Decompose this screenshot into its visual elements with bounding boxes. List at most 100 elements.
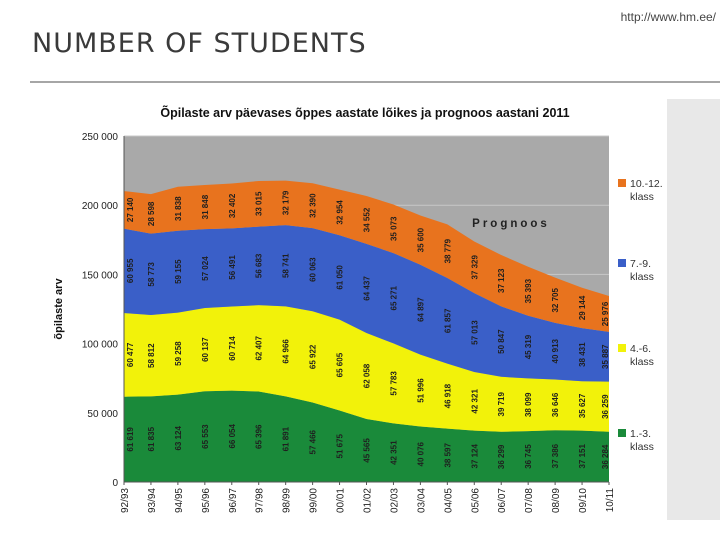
chart-svg: Õpilaste arv päevases õppes aastate lõik… (53, 105, 663, 513)
data-label: 35 073 (389, 216, 398, 241)
area-7-9-klass (124, 225, 609, 382)
legend-label-suffix: klass (630, 441, 654, 453)
data-label: 34 552 (363, 207, 372, 232)
data-label: 38 099 (524, 392, 533, 417)
data-label: 65 396 (255, 424, 264, 449)
data-label: 57 466 (309, 429, 318, 454)
data-label: 46 918 (443, 383, 452, 408)
legend-swatch (618, 344, 626, 352)
legend-label: 7.-9. (630, 258, 651, 270)
data-label: 56 491 (228, 255, 237, 280)
legend-label-suffix: klass (630, 271, 654, 283)
x-tick-label: 05/06 (470, 488, 481, 513)
data-label: 36 646 (551, 392, 560, 417)
data-label: 58 812 (147, 343, 156, 368)
data-label: 38 779 (443, 238, 452, 263)
slide-title: NUMBER OF STUDENTS (32, 28, 367, 59)
y-tick-label: 0 (112, 478, 118, 489)
data-label: 37 124 (470, 444, 479, 469)
data-label: 64 437 (363, 276, 372, 301)
data-label: 57 013 (470, 320, 479, 345)
y-axis-label: õpilaste arv (53, 278, 65, 340)
x-tick-label: 09/10 (578, 488, 589, 513)
x-tick-label: 03/04 (416, 488, 427, 513)
x-tick-label: 02/03 (389, 488, 400, 513)
data-label: 61 835 (147, 426, 156, 451)
area-10-12-klass (124, 180, 609, 332)
data-label: 42 321 (470, 389, 479, 414)
data-label: 56 683 (255, 253, 264, 278)
data-label: 59 155 (174, 259, 183, 284)
data-label: 40 913 (551, 338, 560, 363)
data-label: 59 258 (174, 341, 183, 366)
legend-swatch (618, 259, 626, 267)
area-1-3-klass (124, 390, 609, 482)
legend: 10.-12.klass7.-9.klass4.-6.klass1.-3.kla… (618, 178, 663, 453)
data-label: 32 179 (282, 190, 291, 215)
data-label: 37 386 (551, 443, 560, 468)
data-label: 50 847 (497, 329, 506, 354)
x-tick-label: 99/00 (309, 488, 320, 513)
legend-label: 4.-6. (630, 343, 651, 355)
data-label: 45 565 (363, 438, 372, 463)
data-label: 32 954 (336, 200, 345, 225)
data-label: 32 390 (309, 193, 318, 218)
data-label: 60 063 (309, 257, 318, 282)
data-label: 32 705 (551, 287, 560, 312)
legend-label: 10.-12. (630, 178, 663, 190)
data-label: 37 123 (497, 268, 506, 293)
y-tick-label: 50 000 (87, 409, 118, 420)
data-label: 65 271 (389, 285, 398, 310)
data-label: 60 137 (201, 337, 210, 362)
y-tick-label: 250 000 (82, 132, 119, 143)
data-label: 58 773 (147, 262, 156, 287)
legend-swatch (618, 429, 626, 437)
data-label: 40 076 (416, 441, 425, 466)
source-url: http://www.hm.ee/ (620, 10, 716, 24)
data-label: 37 151 (578, 444, 587, 469)
data-label: 60 955 (126, 258, 135, 283)
legend-label-suffix: klass (630, 356, 654, 368)
data-label: 51 675 (336, 433, 345, 458)
legend-label: 1.-3. (630, 428, 651, 440)
x-tick-label: 10/11 (605, 488, 616, 513)
data-label: 62 058 (363, 363, 372, 388)
area-4-6-klass (124, 305, 609, 432)
data-label: 27 140 (126, 197, 135, 222)
data-label: 39 719 (497, 391, 506, 416)
data-label: 45 319 (524, 334, 533, 359)
data-label: 32 402 (228, 193, 237, 218)
data-labels: 61 619 61 835 63 124 65 553 66 054 65 396 61 8… (126, 190, 610, 469)
data-label: 29 144 (578, 295, 587, 320)
x-tick-label: 06/07 (497, 488, 508, 513)
x-tick-label: 97/98 (255, 488, 266, 513)
area-series (124, 180, 609, 482)
chart-panel: Õpilaste arv päevases õppes aastate lõik… (51, 99, 667, 520)
data-label: 36 284 (601, 444, 610, 469)
title-divider (30, 81, 720, 83)
data-label: 63 124 (174, 426, 183, 451)
data-label: 65 605 (336, 352, 345, 377)
data-label: 36 259 (601, 394, 610, 419)
x-tick-label: 07/08 (524, 488, 535, 513)
data-label: 60 477 (126, 342, 135, 367)
x-tick-label: 98/99 (282, 488, 293, 513)
data-label: 28 598 (147, 201, 156, 226)
data-label: 61 891 (282, 426, 291, 451)
data-label: 64 897 (416, 297, 425, 322)
x-tick-label: 92/93 (120, 488, 131, 513)
data-label: 65 922 (309, 344, 318, 369)
data-label: 33 015 (255, 191, 264, 216)
data-label: 36 299 (497, 444, 506, 469)
axes: 0 50 000 100 000 150 000 200 000 250 000 92/93… (82, 132, 616, 513)
y-tick-label: 200 000 (82, 201, 119, 212)
data-label: 57 024 (201, 256, 210, 281)
data-label: 38 597 (443, 443, 452, 468)
x-tick-label: 95/96 (201, 488, 212, 513)
y-tick-label: 100 000 (82, 340, 119, 351)
data-label: 57 783 (389, 371, 398, 396)
data-label: 42 351 (389, 440, 398, 465)
data-label: 62 407 (255, 336, 264, 361)
data-label: 58 741 (282, 253, 291, 278)
y-tick-label: 150 000 (82, 270, 119, 281)
